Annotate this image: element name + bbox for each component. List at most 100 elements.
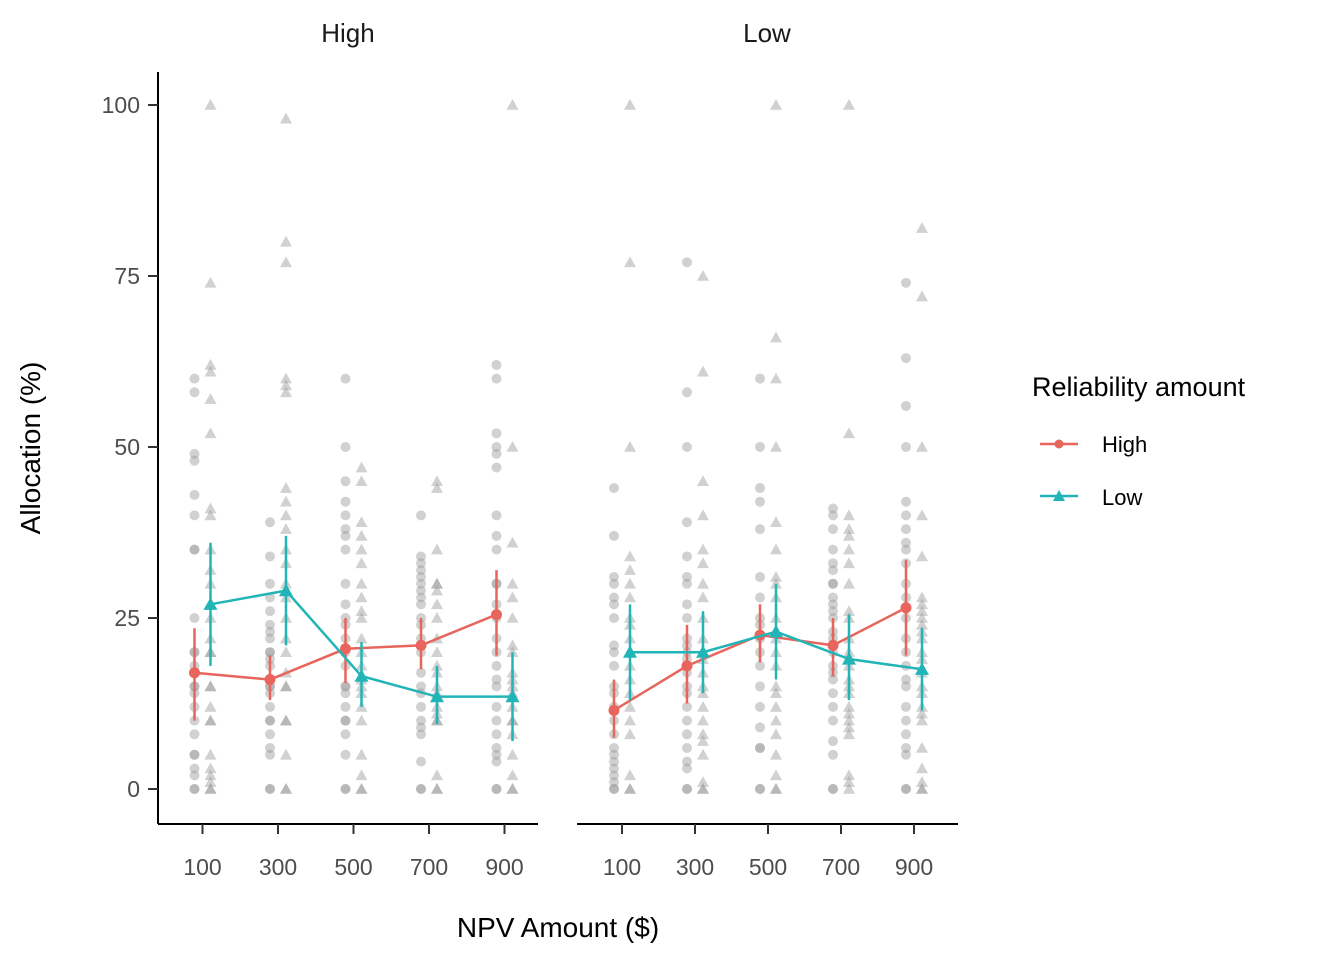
- raw-point-low: [355, 461, 368, 473]
- raw-point-high: [828, 544, 838, 555]
- raw-point-high: [416, 510, 426, 521]
- raw-point-high: [265, 701, 275, 712]
- x-tick-label: 700: [822, 854, 860, 880]
- raw-point-high: [491, 428, 502, 439]
- raw-point-low: [697, 728, 709, 740]
- raw-point-high: [755, 784, 765, 794]
- raw-point-low: [506, 612, 519, 623]
- raw-point-high: [828, 578, 838, 589]
- raw-point-high: [609, 530, 619, 541]
- raw-point-low: [204, 783, 217, 794]
- raw-point-high: [265, 784, 275, 794]
- raw-point-high: [682, 387, 692, 398]
- raw-point-low: [770, 700, 782, 712]
- raw-point-high: [682, 784, 692, 794]
- raw-point-low: [431, 769, 443, 781]
- raw-point-high: [416, 784, 426, 794]
- raw-point-low: [204, 427, 217, 439]
- raw-point-low: [697, 783, 709, 794]
- legend-item-low: Low: [1040, 485, 1142, 510]
- raw-point-high: [189, 544, 200, 555]
- raw-point-high: [491, 674, 502, 685]
- raw-point-high: [491, 681, 502, 692]
- panel-low: Low 100 300 500 700 900: [577, 18, 958, 880]
- raw-point-low: [280, 680, 292, 692]
- raw-point-low: [280, 714, 292, 726]
- raw-point-high: [609, 770, 619, 781]
- raw-point-high: [682, 729, 692, 740]
- mean-point-low: [505, 689, 520, 703]
- raw-point-high: [682, 613, 692, 623]
- raw-point-low: [280, 235, 292, 247]
- y-tick-label: 0: [127, 776, 140, 802]
- raw-point-high: [340, 530, 351, 541]
- x-tick-label: 100: [603, 854, 641, 880]
- raw-point-low: [697, 783, 709, 794]
- mean-point-low: [769, 624, 783, 638]
- raw-point-high: [189, 544, 200, 555]
- raw-point-low: [355, 632, 368, 644]
- raw-point-high: [901, 496, 911, 507]
- raw-point-low: [431, 482, 443, 493]
- raw-point-low: [280, 748, 292, 760]
- raw-point-high: [416, 715, 426, 726]
- raw-point-high: [828, 599, 838, 610]
- raw-point-high: [491, 510, 502, 521]
- raw-point-high: [189, 613, 200, 623]
- raw-point-high: [682, 571, 692, 582]
- raw-point-high: [189, 489, 200, 500]
- raw-point-low: [280, 783, 292, 794]
- raw-point-high: [828, 578, 838, 589]
- raw-point-low: [697, 591, 709, 603]
- raw-point-high: [828, 558, 838, 569]
- y-tick-label: 100: [102, 92, 140, 118]
- raw-point-high: [340, 442, 351, 452]
- raw-point-low: [355, 591, 368, 603]
- raw-point-low: [843, 557, 855, 569]
- raw-point-high: [609, 592, 619, 603]
- raw-point-high: [901, 544, 911, 555]
- raw-point-low: [697, 714, 709, 726]
- raw-point-high: [340, 373, 351, 384]
- raw-point-high: [265, 647, 275, 658]
- mean-point-high: [900, 602, 912, 614]
- raw-point-low: [916, 598, 928, 610]
- raw-point-low: [506, 591, 519, 603]
- raw-point-low: [355, 516, 368, 528]
- raw-point-high: [491, 742, 502, 753]
- raw-point-high: [340, 524, 351, 535]
- raw-point-low: [355, 612, 368, 623]
- mean-point-low: [915, 662, 929, 675]
- raw-point-low: [624, 783, 636, 794]
- raw-point-low: [280, 372, 292, 384]
- raw-point-low: [770, 783, 782, 794]
- raw-point-high: [340, 688, 351, 699]
- raw-point-high: [416, 585, 426, 596]
- raw-point-high: [265, 633, 275, 644]
- raw-point-high: [491, 544, 502, 555]
- raw-point-high: [416, 551, 426, 562]
- raw-point-low: [624, 714, 636, 726]
- raw-point-high: [265, 619, 275, 630]
- x-tick-label: 900: [895, 854, 933, 880]
- raw-point-low: [355, 475, 368, 486]
- raw-point-low: [916, 762, 928, 774]
- raw-point-high: [682, 784, 692, 794]
- raw-point-low: [204, 680, 217, 692]
- raw-point-low: [916, 509, 928, 521]
- raw-point-high: [828, 606, 838, 617]
- raw-point-low: [624, 700, 636, 712]
- raw-point-high: [340, 599, 351, 610]
- mean-point-low: [203, 597, 218, 610]
- raw-point-low: [506, 536, 519, 548]
- raw-point-high: [755, 592, 765, 603]
- raw-point-high: [189, 373, 200, 384]
- raw-point-low: [697, 475, 709, 486]
- legend: Reliability amount High Low: [1032, 372, 1246, 510]
- raw-point-low: [770, 543, 782, 555]
- raw-point-high: [491, 442, 502, 452]
- raw-point-low: [280, 714, 292, 726]
- raw-point-low: [624, 783, 636, 794]
- raw-point-high: [416, 667, 426, 678]
- x-axis-high: 100 300 500 700 900: [158, 823, 538, 880]
